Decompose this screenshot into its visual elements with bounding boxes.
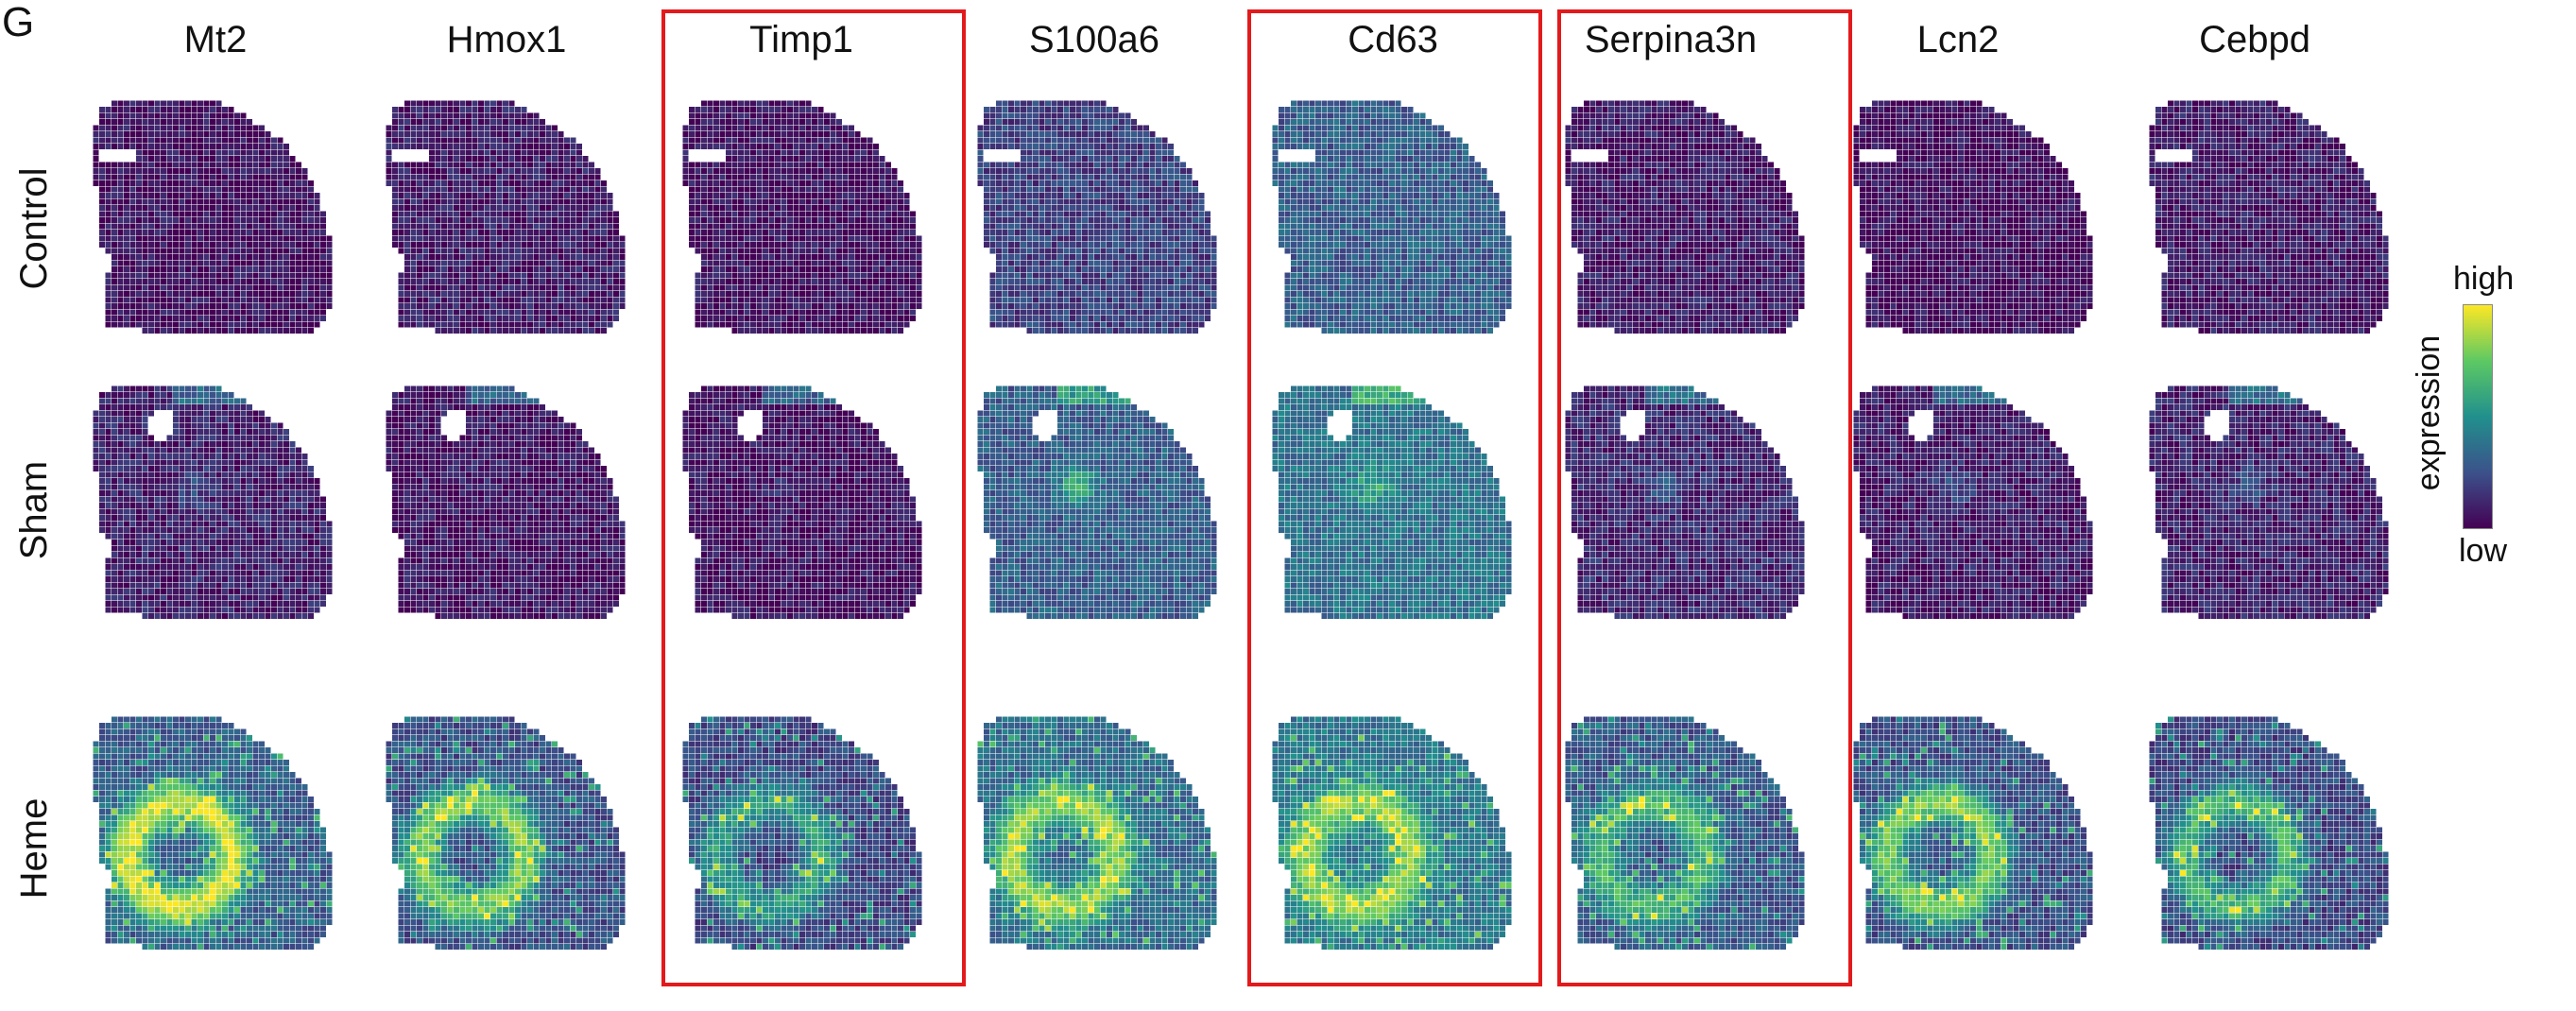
tissue-section-sham-s100a6 <box>978 386 1217 620</box>
colorbar-title: expression <box>2413 318 2445 507</box>
tissue-section-sham-lcn2 <box>1854 386 2093 620</box>
tissue-section-heme-lcn2 <box>1854 717 2093 951</box>
highlight-box-timp1 <box>661 9 966 986</box>
tissue-section-control-mt2 <box>94 101 333 334</box>
colorbar-high-label: high <box>2453 263 2514 295</box>
highlight-box-cd63 <box>1247 9 1542 986</box>
tissue-section-sham-hmox1 <box>386 386 626 620</box>
tissue-section-heme-s100a6 <box>978 717 1217 951</box>
tissue-section-sham-cebpd <box>2150 386 2389 620</box>
tissue-section-control-hmox1 <box>386 101 626 334</box>
highlight-box-serpina3n <box>1557 9 1852 986</box>
tissue-section-control-lcn2 <box>1854 101 2093 334</box>
tissue-section-heme-cebpd <box>2150 717 2389 951</box>
tissue-section-control-cebpd <box>2150 101 2389 334</box>
colorbar-low-label: low <box>2459 535 2507 567</box>
tissue-section-heme-hmox1 <box>386 717 626 951</box>
colorbar-gradient <box>2463 304 2493 529</box>
tissue-section-control-s100a6 <box>978 101 1217 334</box>
tissue-section-heme-mt2 <box>94 717 333 951</box>
tissue-section-sham-mt2 <box>94 386 333 620</box>
